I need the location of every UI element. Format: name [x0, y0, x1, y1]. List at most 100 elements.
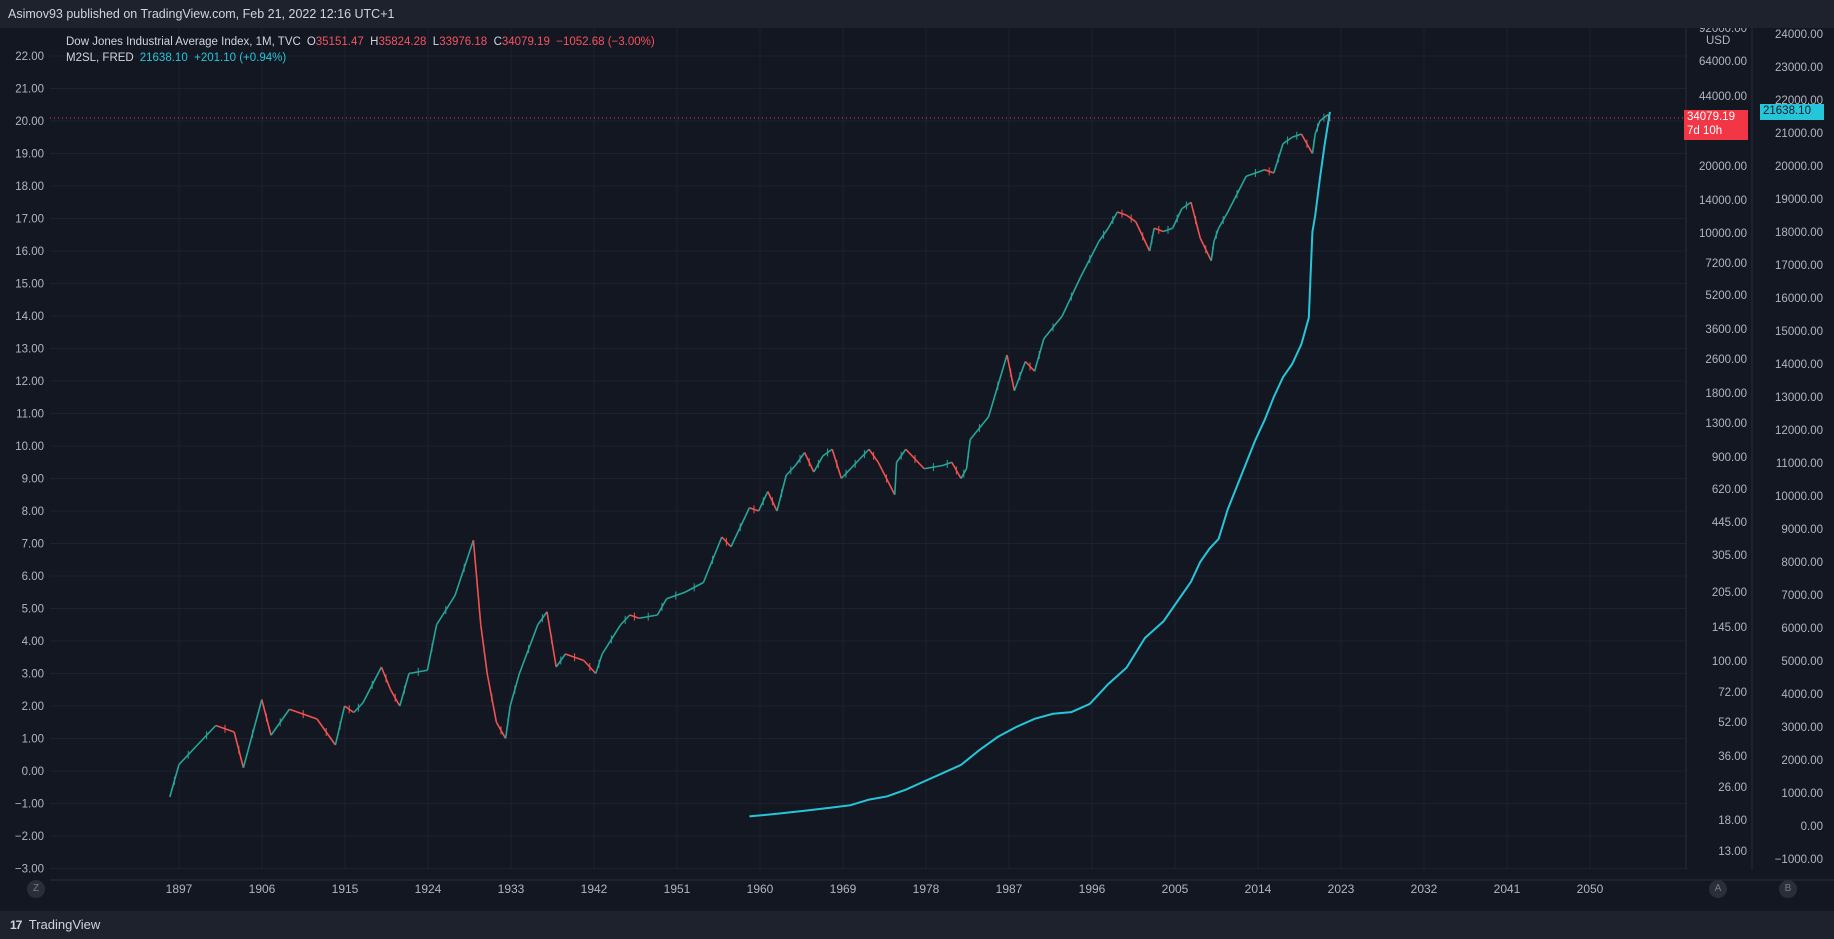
y-right-m2-tick: 17000.00: [1775, 260, 1823, 272]
legend-close-label: C: [493, 36, 502, 48]
footer-bar: 17 TradingView: [0, 911, 1834, 939]
currency-label: USD: [1706, 35, 1731, 47]
y-right-m2-tick: 14000.00: [1775, 359, 1823, 371]
log-scale-toggle-left[interactable]: Z: [27, 880, 45, 898]
y-right-dow-tick: 100.00: [1712, 656, 1747, 668]
y-left-tick: 6.00: [22, 571, 44, 583]
y-left-tick: 18.00: [15, 181, 44, 193]
y-right-dow-tick: 36.00: [1718, 751, 1747, 763]
y-right-dow-tick: 305.00: [1712, 550, 1747, 562]
y-left-tick: 7.00: [22, 539, 44, 551]
y-right-m2-tick: 3000.00: [1781, 722, 1823, 734]
chart-grid: [0, 28, 1834, 883]
y-right-dow-tick: 205.00: [1712, 587, 1747, 599]
y-right-m2-tick: 2000.00: [1781, 755, 1823, 767]
x-tick: 2023: [1328, 882, 1355, 896]
x-tick: 1969: [830, 882, 857, 896]
y-left-tick: 0.00: [22, 766, 44, 778]
chart-axes: 22.00 21.00 20.00 19.00 18.00 17.00 16.00 15.00…: [15, 28, 1834, 896]
x-tick: 2041: [1494, 882, 1521, 896]
y-right-m2-tick: 16000.00: [1775, 293, 1823, 305]
legend-m2-change: +201.10 (+0.94%): [194, 52, 287, 64]
y-left-tick: 8.00: [22, 506, 44, 518]
y-right-m2-tick: 7000.00: [1781, 590, 1823, 602]
y-left-tick: 17.00: [15, 214, 44, 226]
chart-canvas[interactable]: 22.00 21.00 20.00 19.00 18.00 17.00 16.00 15.00…: [0, 28, 1834, 911]
dow-price-badge: 34079.19 7d 10h: [1684, 110, 1748, 140]
x-tick: 1897: [166, 882, 193, 896]
x-tick: 1915: [332, 882, 359, 896]
y-right-dow-tick: 3600.00: [1705, 324, 1747, 336]
x-tick: 1987: [996, 882, 1023, 896]
y-right-m2-tick: 20000.00: [1775, 161, 1823, 173]
footer-brand[interactable]: TradingView: [28, 917, 101, 932]
x-tick: 1906: [249, 882, 276, 896]
auto-scale-toggle[interactable]: A: [1709, 880, 1727, 898]
x-tick: 2005: [1162, 882, 1189, 896]
dow-jones-series: [169, 113, 1331, 798]
y-left-tick: 10.00: [15, 441, 44, 453]
y-right-dow-tick: 1800.00: [1705, 388, 1747, 400]
legend-dow-change: −1052.68 (−3.00%): [556, 36, 655, 48]
y-right-dow-tick: 7200.00: [1705, 258, 1747, 270]
y-left-tick: 22.00: [15, 51, 44, 63]
y-right-m2-tick: 23000.00: [1775, 62, 1823, 74]
legend-open: 35151.47: [315, 36, 364, 48]
y-right-dow-tick: 44000.00: [1699, 91, 1747, 103]
tradingview-logo-icon: 17: [10, 918, 22, 932]
y-right-m2-tick: 9000.00: [1781, 524, 1823, 536]
y-left-tick: 19.00: [15, 149, 44, 161]
y-left-tick: 13.00: [15, 344, 44, 356]
y-right-m2-tick: 4000.00: [1781, 689, 1823, 701]
y-left-tick: −1.00: [15, 799, 44, 811]
m2-price-badge: 21638.10: [1760, 104, 1824, 120]
y-left-tick: 14.00: [15, 311, 44, 323]
legend-high-label: H: [370, 36, 379, 48]
m2-price-value: 21638.10: [1763, 105, 1811, 117]
dow-price-value: 34079.19: [1687, 111, 1735, 123]
y-right-dow-tick: 20000.00: [1699, 161, 1747, 173]
y-right-dow-tick: 900.00: [1712, 452, 1747, 464]
y-left-tick: 3.00: [22, 669, 44, 681]
y-right-m2-tick: 13000.00: [1775, 392, 1823, 404]
legend-m2[interactable]: M2SL, FRED 21638.10 +201.10 (+0.94%): [66, 50, 655, 66]
legend-dow[interactable]: Dow Jones Industrial Average Index, 1M, …: [66, 34, 655, 50]
y-right-dow-tick: 145.00: [1712, 622, 1747, 634]
x-tick: 1924: [415, 882, 442, 896]
y-right-dow-tick: 14000.00: [1699, 195, 1747, 207]
legend-m2-value: 21638.10: [139, 52, 188, 64]
y-right-dow-tick: 13.00: [1718, 846, 1747, 858]
y-left-tick: −3.00: [15, 864, 44, 876]
x-tick: 2014: [1245, 882, 1272, 896]
legend-low: 33976.18: [439, 36, 488, 48]
y-right-m2-tick: 5000.00: [1781, 656, 1823, 668]
y-right-dow-tick: 52.00: [1718, 717, 1747, 729]
x-tick: 2032: [1411, 882, 1438, 896]
publisher-text: Asimov93 published on TradingView.com, F…: [8, 7, 395, 21]
y-right-dow-tick: 26.00: [1718, 782, 1747, 794]
x-tick: 1951: [664, 882, 691, 896]
y-right-dow-tick: 92000.00: [1699, 28, 1747, 35]
dow-countdown: 7d 10h: [1687, 125, 1723, 137]
y-right-m2-tick: 24000.00: [1775, 29, 1823, 41]
y-right-dow-tick: 445.00: [1712, 517, 1747, 529]
y-left-tick: 1.00: [22, 734, 44, 746]
series-legend: Dow Jones Industrial Average Index, 1M, …: [66, 34, 655, 66]
y-right-m2-tick: 10000.00: [1775, 491, 1823, 503]
y-right-m2-tick: 19000.00: [1775, 194, 1823, 206]
y-right-dow-tick: 10000.00: [1699, 228, 1747, 240]
m2sl-series: [749, 111, 1331, 818]
y-right-dow-tick: 620.00: [1712, 484, 1747, 496]
y-right-dow-tick: 2600.00: [1705, 354, 1747, 366]
y-right-m2-tick: 12000.00: [1775, 425, 1823, 437]
y-right-m2-tick: 18000.00: [1775, 227, 1823, 239]
y-right-dow-tick: 1300.00: [1705, 418, 1747, 430]
y-left-tick: 11.00: [16, 409, 44, 421]
x-tick: 1978: [913, 882, 940, 896]
y-right-m2-tick: 15000.00: [1775, 326, 1823, 338]
y-left-tick: 5.00: [22, 604, 44, 616]
scale-b-toggle[interactable]: B: [1779, 880, 1797, 898]
y-right-m2-tick: 6000.00: [1781, 623, 1823, 635]
y-right-m2-tick: 11000.00: [1776, 458, 1823, 470]
y-right-dow-tick: 64000.00: [1699, 56, 1747, 68]
